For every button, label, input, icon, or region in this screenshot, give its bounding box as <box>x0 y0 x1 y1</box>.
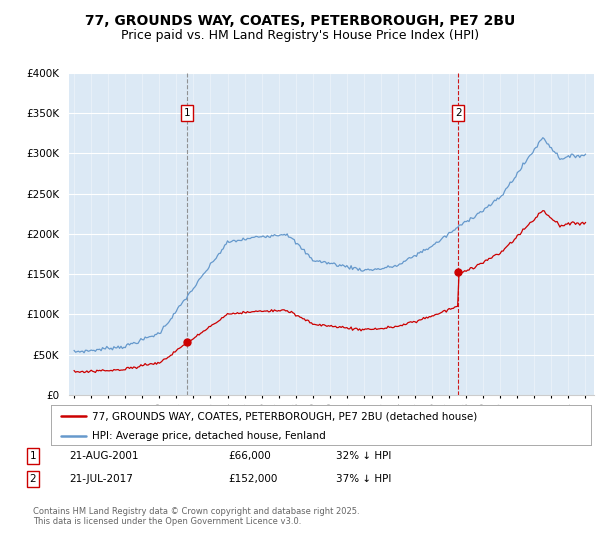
Text: 1: 1 <box>184 108 190 118</box>
Text: 32% ↓ HPI: 32% ↓ HPI <box>336 451 391 461</box>
Text: 77, GROUNDS WAY, COATES, PETERBOROUGH, PE7 2BU: 77, GROUNDS WAY, COATES, PETERBOROUGH, P… <box>85 14 515 28</box>
Text: HPI: Average price, detached house, Fenland: HPI: Average price, detached house, Fenl… <box>91 431 325 441</box>
Text: 1: 1 <box>29 451 37 461</box>
Text: 37% ↓ HPI: 37% ↓ HPI <box>336 474 391 484</box>
Text: 77, GROUNDS WAY, COATES, PETERBOROUGH, PE7 2BU (detached house): 77, GROUNDS WAY, COATES, PETERBOROUGH, P… <box>91 411 477 421</box>
Text: Price paid vs. HM Land Registry's House Price Index (HPI): Price paid vs. HM Land Registry's House … <box>121 29 479 42</box>
Text: Contains HM Land Registry data © Crown copyright and database right 2025.
This d: Contains HM Land Registry data © Crown c… <box>33 507 359 526</box>
Text: £66,000: £66,000 <box>228 451 271 461</box>
Text: 21-JUL-2017: 21-JUL-2017 <box>69 474 133 484</box>
Text: £152,000: £152,000 <box>228 474 277 484</box>
Text: 21-AUG-2001: 21-AUG-2001 <box>69 451 139 461</box>
Text: 2: 2 <box>29 474 37 484</box>
Text: 2: 2 <box>455 108 461 118</box>
